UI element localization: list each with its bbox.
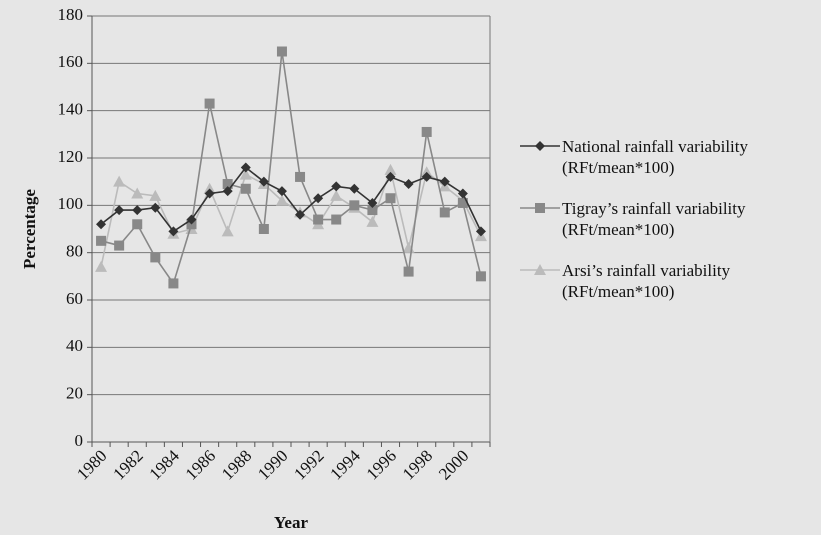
y-tick-label: 40: [66, 336, 83, 355]
marker: [367, 205, 378, 216]
marker: [95, 260, 108, 272]
marker: [475, 271, 486, 282]
marker: [168, 226, 179, 237]
marker: [439, 176, 450, 187]
marker: [258, 176, 269, 187]
y-tick-label: 20: [66, 384, 83, 403]
marker: [366, 215, 379, 227]
x-tick-label: 1986: [182, 446, 219, 483]
legend-swatch: [520, 141, 560, 151]
marker: [349, 200, 360, 211]
marker: [239, 168, 252, 180]
x-tick-label: 2000: [435, 446, 472, 483]
legend-label: National rainfall variability (RFt/mean*…: [562, 137, 748, 177]
y-tick-label: 160: [58, 52, 84, 71]
marker: [313, 193, 324, 204]
series-line: [100, 166, 482, 268]
marker: [384, 163, 397, 175]
marker: [295, 209, 306, 220]
marker: [403, 266, 414, 277]
marker: [96, 219, 107, 230]
marker: [457, 197, 468, 208]
marker: [131, 187, 144, 199]
marker: [114, 240, 125, 251]
marker: [330, 189, 343, 201]
legend-swatch: [520, 203, 560, 213]
marker: [114, 205, 125, 216]
x-tick-label: 1984: [146, 446, 184, 484]
y-tick-label: 140: [58, 100, 84, 119]
marker: [421, 171, 432, 182]
marker: [439, 207, 450, 218]
marker: [132, 205, 143, 216]
marker: [385, 193, 396, 204]
marker: [535, 203, 545, 213]
marker: [221, 225, 234, 237]
marker: [113, 175, 126, 187]
series-line: [100, 51, 482, 286]
x-tick-label: 1980: [73, 446, 110, 483]
marker: [331, 214, 342, 225]
y-tick-label: 180: [58, 5, 84, 24]
marker: [276, 186, 287, 197]
marker: [96, 235, 107, 246]
legend-swatch: [520, 264, 560, 275]
marker: [275, 194, 288, 206]
marker: [313, 214, 324, 225]
x-axis-label: Year: [274, 513, 308, 532]
marker: [240, 162, 251, 173]
x-tick-label: 1992: [290, 446, 327, 483]
legend-item: Tigray’s rainfall variability (RFt/mean*…: [518, 198, 818, 240]
series-line: [100, 166, 482, 233]
x-tick-label: 1996: [363, 446, 400, 483]
marker: [204, 98, 215, 109]
x-tick-label: 1982: [109, 446, 146, 483]
marker: [367, 197, 378, 208]
y-tick-label: 100: [58, 194, 84, 213]
x-tick-label: 1988: [218, 446, 255, 483]
marker: [168, 278, 179, 289]
legend-item: Arsi’s rainfall variability (RFt/mean*10…: [518, 260, 818, 302]
y-tick-label: 120: [58, 147, 84, 166]
marker: [403, 179, 414, 190]
legend-label: Arsi’s rainfall variability (RFt/mean*10…: [562, 261, 731, 301]
marker: [258, 224, 269, 234]
marker: [420, 166, 433, 178]
marker: [534, 264, 546, 275]
marker: [295, 171, 306, 182]
marker: [222, 186, 233, 197]
y-axis-label: Percentage: [20, 189, 39, 269]
marker: [535, 141, 545, 151]
marker: [222, 179, 233, 190]
marker: [331, 181, 342, 192]
marker: [150, 252, 161, 263]
x-tick-label: 1994: [326, 446, 364, 484]
marker: [276, 46, 287, 57]
legend-label: Tigray’s rainfall variability (RFt/mean*…: [562, 199, 746, 239]
marker: [349, 183, 360, 194]
marker: [204, 188, 215, 199]
marker: [240, 183, 251, 194]
y-tick-label: 0: [75, 431, 84, 450]
y-tick-label: 60: [66, 289, 83, 308]
legend-item: National rainfall variability (RFt/mean*…: [518, 136, 818, 178]
marker: [385, 171, 396, 182]
marker: [186, 214, 197, 225]
marker: [150, 202, 161, 213]
x-tick-label: 1990: [254, 446, 291, 483]
x-tick-label: 1998: [399, 446, 436, 483]
marker: [475, 226, 486, 237]
marker: [203, 182, 216, 194]
marker: [457, 188, 468, 199]
marker: [149, 189, 162, 201]
marker: [132, 219, 143, 230]
y-tick-label: 80: [66, 242, 83, 261]
marker: [421, 126, 432, 137]
